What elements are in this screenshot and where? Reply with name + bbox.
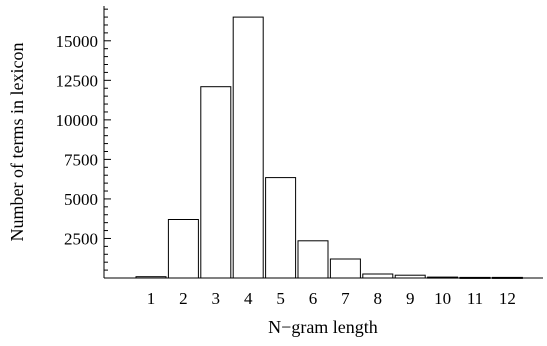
x-tick-label: 5 bbox=[276, 289, 285, 308]
x-axis-label: N−gram length bbox=[268, 317, 378, 337]
x-tick-label: 3 bbox=[212, 289, 221, 308]
bar-6 bbox=[297, 240, 329, 279]
bar-2 bbox=[167, 219, 199, 279]
x-tick-label: 8 bbox=[374, 289, 383, 308]
bars-group bbox=[135, 16, 523, 279]
bar-5 bbox=[265, 177, 297, 279]
y-tick-label: 5000 bbox=[64, 190, 98, 209]
x-tick-label: 7 bbox=[341, 289, 350, 308]
x-axis-ticks: 1 2 3 4 5 6 7 8 9 10 11 12 bbox=[147, 289, 516, 308]
y-axis-label: Number of terms in lexicon bbox=[7, 43, 27, 242]
y-axis-ticks: 2500 5000 7500 10000 12500 15000 bbox=[56, 8, 111, 271]
x-tick-label: 6 bbox=[309, 289, 318, 308]
x-tick-label: 1 bbox=[147, 289, 156, 308]
y-tick-label: 10000 bbox=[56, 111, 99, 130]
x-tick-label: 12 bbox=[499, 289, 516, 308]
y-tick-label: 15000 bbox=[56, 32, 99, 51]
bar-7 bbox=[329, 258, 361, 279]
y-tick-label: 12500 bbox=[56, 71, 99, 90]
y-tick-label: 2500 bbox=[64, 229, 98, 248]
bar-3 bbox=[200, 86, 232, 279]
bar-8 bbox=[362, 273, 394, 279]
y-tick-label: 7500 bbox=[64, 150, 98, 169]
bar-4 bbox=[232, 16, 264, 279]
x-tick-label: 4 bbox=[244, 289, 253, 308]
x-tick-label: 2 bbox=[179, 289, 188, 308]
x-tick-label: 9 bbox=[406, 289, 415, 308]
x-tick-label: 10 bbox=[434, 289, 451, 308]
x-tick-label: 11 bbox=[467, 289, 483, 308]
